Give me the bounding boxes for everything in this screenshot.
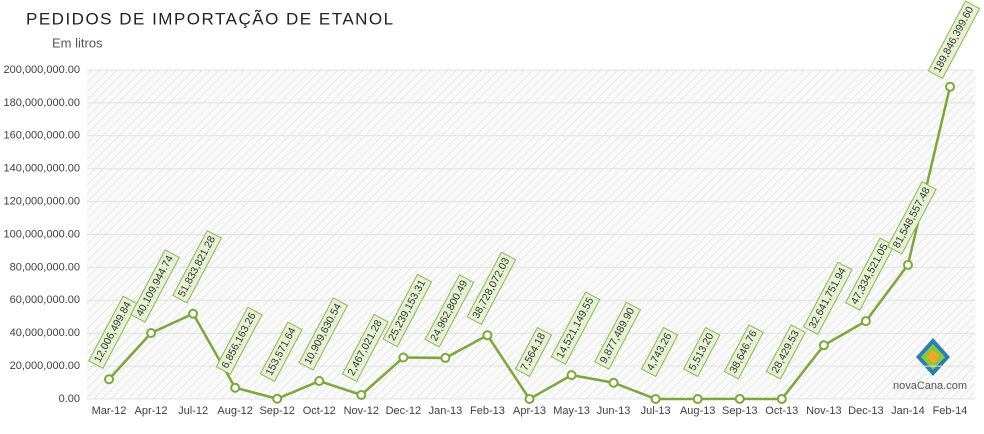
data-label-box (88, 295, 138, 369)
data-label-box (802, 261, 853, 336)
data-point (104, 374, 114, 385)
x-tick-label: Aug-13 (680, 405, 715, 417)
x-tick-label: Apr-13 (513, 405, 546, 417)
data-label-box (550, 291, 601, 365)
data-point (608, 377, 619, 388)
x-tick-label: Jul-12 (178, 405, 208, 417)
x-tick-label: Nov-13 (806, 405, 841, 417)
x-tick-label: Oct-13 (765, 405, 798, 417)
data-point (482, 330, 493, 341)
data-point (566, 370, 577, 381)
y-tick-label: 200,000,000.00 (4, 64, 80, 76)
chart-subtitle: Em litros (52, 35, 103, 50)
data-point (860, 316, 871, 327)
data-label-box (382, 273, 433, 348)
y-tick-label: 160,000,000.00 (4, 130, 80, 142)
data-label-text: 189,846,399.60 (931, 4, 976, 74)
data-label-box (514, 326, 553, 378)
data-point (314, 376, 325, 387)
data-point (945, 81, 955, 92)
data-label-box (341, 313, 389, 383)
data-point (230, 382, 241, 393)
x-tick-label: Nov-12 (344, 405, 379, 417)
data-point (902, 259, 913, 270)
x-tick-label: Sep-12 (259, 405, 294, 417)
data-label-box (594, 301, 642, 370)
y-tick-label: 40,000,000.00 (10, 327, 80, 339)
data-point (524, 393, 535, 404)
x-tick-label: Feb-13 (470, 405, 505, 417)
data-point (356, 389, 367, 400)
data-label-box (844, 237, 895, 311)
data-point (146, 328, 157, 339)
data-label-box (130, 249, 180, 323)
y-tick-label: 60,000,000.00 (10, 294, 80, 306)
data-point (692, 393, 703, 404)
y-tick-label: 180,000,000.00 (4, 97, 80, 109)
y-tick-label: 140,000,000.00 (4, 163, 80, 175)
data-label-box (215, 306, 263, 375)
data-label-box (927, 0, 981, 80)
x-tick-label: Apr-12 (135, 405, 168, 417)
chart-title: PEDIDOS DE IMPORTAÇÃO DE ETANOL (26, 9, 395, 28)
logo-text: novaCana.com (893, 380, 967, 392)
data-label-box (765, 324, 806, 380)
y-tick-label: 80,000,000.00 (10, 261, 80, 273)
x-tick-label: Oct-12 (303, 405, 336, 417)
data-label-box (424, 274, 475, 348)
x-tick-label: Sep-13 (722, 405, 757, 417)
data-label: 189,846,399.60 (927, 0, 981, 80)
data-point (734, 393, 745, 404)
data-point (440, 352, 451, 363)
data-label-box (172, 230, 223, 304)
data-point (818, 340, 829, 351)
data-label-box (640, 326, 679, 378)
data-point (398, 352, 409, 363)
data-label-box (682, 326, 721, 378)
x-tick-label: May-13 (553, 405, 590, 417)
x-tick-label: Feb-14 (933, 405, 968, 417)
x-tick-label: Jan-13 (429, 405, 463, 417)
data-label-box (298, 297, 349, 371)
y-tick-label: 20,000,000.00 (10, 360, 80, 372)
data-label-box (887, 181, 937, 255)
y-tick-label: 120,000,000.00 (4, 196, 80, 208)
data-point (650, 393, 661, 404)
x-tick-label: Jun-13 (597, 405, 631, 417)
data-point (272, 393, 283, 404)
x-tick-label: Aug-12 (217, 405, 252, 417)
x-tick-label: Dec-12 (386, 405, 421, 417)
data-label-box (723, 324, 764, 380)
y-tick-label: 0.00 (59, 393, 80, 405)
data-point (188, 308, 199, 319)
data-label-box (466, 251, 517, 326)
x-tick-label: Dec-13 (848, 405, 883, 417)
data-point (776, 393, 787, 404)
x-tick-label: Jul-13 (641, 405, 671, 417)
x-tick-label: Jan-14 (891, 405, 925, 417)
x-tick-label: Mar-12 (92, 405, 127, 417)
data-label-box (259, 321, 303, 383)
y-tick-label: 100,000,000.00 (4, 228, 80, 240)
